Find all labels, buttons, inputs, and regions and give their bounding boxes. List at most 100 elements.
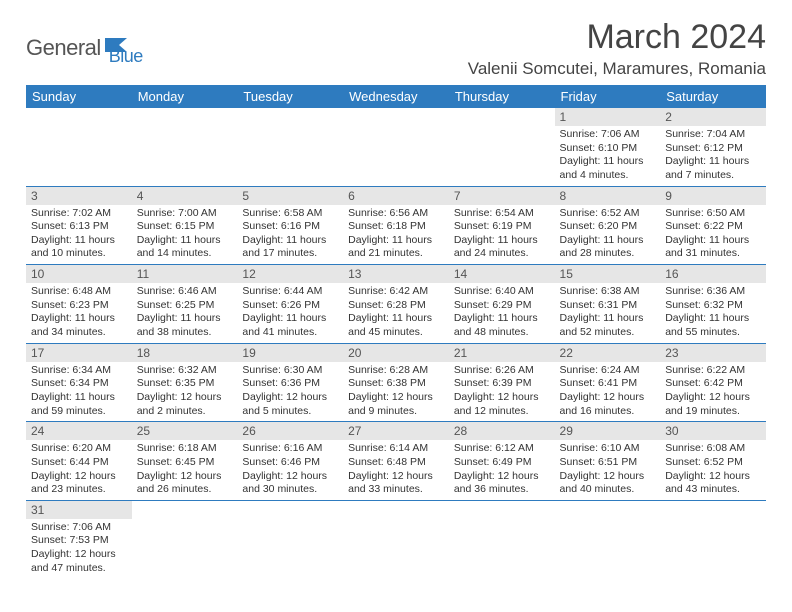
sunset-line: Sunset: 6:23 PM: [31, 299, 127, 313]
day-number: 1: [555, 108, 661, 126]
day-data: Sunrise: 7:02 AMSunset: 6:13 PMDaylight:…: [26, 205, 132, 265]
header: General Blue March 2024 Valenii Somcutei…: [26, 18, 766, 79]
calendar-day-cell: 18Sunrise: 6:32 AMSunset: 6:35 PMDayligh…: [132, 343, 238, 422]
day-data: Sunrise: 6:24 AMSunset: 6:41 PMDaylight:…: [555, 362, 661, 422]
sunrise-line: Sunrise: 6:28 AM: [348, 364, 444, 378]
month-title: March 2024: [468, 18, 766, 57]
sunset-line: Sunset: 6:15 PM: [137, 220, 233, 234]
daylight-line: Daylight: 12 hours and 43 minutes.: [665, 470, 761, 497]
calendar-day-cell: 28Sunrise: 6:12 AMSunset: 6:49 PMDayligh…: [449, 422, 555, 501]
day-number: 14: [449, 265, 555, 283]
sunrise-line: Sunrise: 7:02 AM: [31, 207, 127, 221]
calendar-week-row: 17Sunrise: 6:34 AMSunset: 6:34 PMDayligh…: [26, 343, 766, 422]
daylight-line: Daylight: 11 hours and 21 minutes.: [348, 234, 444, 261]
day-data: Sunrise: 6:20 AMSunset: 6:44 PMDaylight:…: [26, 440, 132, 500]
daylight-line: Daylight: 12 hours and 30 minutes.: [242, 470, 338, 497]
sunset-line: Sunset: 6:13 PM: [31, 220, 127, 234]
day-number: 3: [26, 187, 132, 205]
day-data: Sunrise: 6:56 AMSunset: 6:18 PMDaylight:…: [343, 205, 449, 265]
day-data: Sunrise: 6:42 AMSunset: 6:28 PMDaylight:…: [343, 283, 449, 343]
sunrise-line: Sunrise: 6:58 AM: [242, 207, 338, 221]
daylight-line: Daylight: 11 hours and 31 minutes.: [665, 234, 761, 261]
day-data: Sunrise: 6:32 AMSunset: 6:35 PMDaylight:…: [132, 362, 238, 422]
sunrise-line: Sunrise: 6:56 AM: [348, 207, 444, 221]
sunrise-line: Sunrise: 6:16 AM: [242, 442, 338, 456]
calendar-week-row: 31Sunrise: 7:06 AMSunset: 7:53 PMDayligh…: [26, 500, 766, 578]
daylight-line: Daylight: 11 hours and 34 minutes.: [31, 312, 127, 339]
calendar-day-cell: [237, 500, 343, 578]
weekday-header: Saturday: [660, 85, 766, 108]
sunset-line: Sunset: 6:18 PM: [348, 220, 444, 234]
calendar-day-cell: 25Sunrise: 6:18 AMSunset: 6:45 PMDayligh…: [132, 422, 238, 501]
sunrise-line: Sunrise: 6:40 AM: [454, 285, 550, 299]
sunset-line: Sunset: 6:48 PM: [348, 456, 444, 470]
day-number: 5: [237, 187, 343, 205]
calendar-day-cell: 15Sunrise: 6:38 AMSunset: 6:31 PMDayligh…: [555, 265, 661, 344]
sunrise-line: Sunrise: 6:54 AM: [454, 207, 550, 221]
daylight-line: Daylight: 12 hours and 33 minutes.: [348, 470, 444, 497]
calendar-day-cell: 17Sunrise: 6:34 AMSunset: 6:34 PMDayligh…: [26, 343, 132, 422]
sunrise-line: Sunrise: 7:06 AM: [31, 521, 127, 535]
day-number: 15: [555, 265, 661, 283]
sunset-line: Sunset: 6:34 PM: [31, 377, 127, 391]
day-data: Sunrise: 6:46 AMSunset: 6:25 PMDaylight:…: [132, 283, 238, 343]
day-number: 24: [26, 422, 132, 440]
sunrise-line: Sunrise: 6:48 AM: [31, 285, 127, 299]
sunset-line: Sunset: 6:16 PM: [242, 220, 338, 234]
daylight-line: Daylight: 11 hours and 14 minutes.: [137, 234, 233, 261]
calendar-day-cell: 11Sunrise: 6:46 AMSunset: 6:25 PMDayligh…: [132, 265, 238, 344]
day-number: 27: [343, 422, 449, 440]
weekday-header: Wednesday: [343, 85, 449, 108]
day-data: Sunrise: 6:12 AMSunset: 6:49 PMDaylight:…: [449, 440, 555, 500]
weekday-header: Sunday: [26, 85, 132, 108]
calendar-day-cell: [555, 500, 661, 578]
calendar-week-row: 10Sunrise: 6:48 AMSunset: 6:23 PMDayligh…: [26, 265, 766, 344]
calendar-day-cell: 4Sunrise: 7:00 AMSunset: 6:15 PMDaylight…: [132, 186, 238, 265]
sunrise-line: Sunrise: 6:24 AM: [560, 364, 656, 378]
calendar-day-cell: 13Sunrise: 6:42 AMSunset: 6:28 PMDayligh…: [343, 265, 449, 344]
daylight-line: Daylight: 11 hours and 59 minutes.: [31, 391, 127, 418]
day-data: Sunrise: 6:30 AMSunset: 6:36 PMDaylight:…: [237, 362, 343, 422]
calendar-day-cell: 10Sunrise: 6:48 AMSunset: 6:23 PMDayligh…: [26, 265, 132, 344]
day-data: Sunrise: 6:26 AMSunset: 6:39 PMDaylight:…: [449, 362, 555, 422]
day-data: Sunrise: 6:36 AMSunset: 6:32 PMDaylight:…: [660, 283, 766, 343]
sunrise-line: Sunrise: 6:30 AM: [242, 364, 338, 378]
daylight-line: Daylight: 12 hours and 23 minutes.: [31, 470, 127, 497]
calendar-day-cell: 3Sunrise: 7:02 AMSunset: 6:13 PMDaylight…: [26, 186, 132, 265]
daylight-line: Daylight: 11 hours and 10 minutes.: [31, 234, 127, 261]
calendar-day-cell: 8Sunrise: 6:52 AMSunset: 6:20 PMDaylight…: [555, 186, 661, 265]
sunset-line: Sunset: 7:53 PM: [31, 534, 127, 548]
sunrise-line: Sunrise: 6:46 AM: [137, 285, 233, 299]
day-number: 30: [660, 422, 766, 440]
daylight-line: Daylight: 12 hours and 12 minutes.: [454, 391, 550, 418]
calendar-day-cell: 26Sunrise: 6:16 AMSunset: 6:46 PMDayligh…: [237, 422, 343, 501]
sunrise-line: Sunrise: 6:52 AM: [560, 207, 656, 221]
sunrise-line: Sunrise: 6:08 AM: [665, 442, 761, 456]
calendar-day-cell: 2Sunrise: 7:04 AMSunset: 6:12 PMDaylight…: [660, 108, 766, 186]
day-number: 17: [26, 344, 132, 362]
sunrise-line: Sunrise: 6:50 AM: [665, 207, 761, 221]
sunset-line: Sunset: 6:39 PM: [454, 377, 550, 391]
day-number: 12: [237, 265, 343, 283]
calendar-day-cell: [132, 108, 238, 186]
day-number: 29: [555, 422, 661, 440]
sunset-line: Sunset: 6:29 PM: [454, 299, 550, 313]
sunset-line: Sunset: 6:36 PM: [242, 377, 338, 391]
calendar-day-cell: 22Sunrise: 6:24 AMSunset: 6:41 PMDayligh…: [555, 343, 661, 422]
daylight-line: Daylight: 11 hours and 45 minutes.: [348, 312, 444, 339]
calendar-week-row: 24Sunrise: 6:20 AMSunset: 6:44 PMDayligh…: [26, 422, 766, 501]
weekday-header-row: SundayMondayTuesdayWednesdayThursdayFrid…: [26, 85, 766, 108]
day-data: Sunrise: 6:48 AMSunset: 6:23 PMDaylight:…: [26, 283, 132, 343]
sunset-line: Sunset: 6:35 PM: [137, 377, 233, 391]
daylight-line: Daylight: 12 hours and 36 minutes.: [454, 470, 550, 497]
sunset-line: Sunset: 6:12 PM: [665, 142, 761, 156]
day-data: Sunrise: 6:10 AMSunset: 6:51 PMDaylight:…: [555, 440, 661, 500]
calendar-day-cell: 24Sunrise: 6:20 AMSunset: 6:44 PMDayligh…: [26, 422, 132, 501]
sunset-line: Sunset: 6:19 PM: [454, 220, 550, 234]
day-number: 23: [660, 344, 766, 362]
day-number: 6: [343, 187, 449, 205]
day-number: 10: [26, 265, 132, 283]
sunrise-line: Sunrise: 6:26 AM: [454, 364, 550, 378]
weekday-header: Thursday: [449, 85, 555, 108]
calendar-day-cell: 20Sunrise: 6:28 AMSunset: 6:38 PMDayligh…: [343, 343, 449, 422]
